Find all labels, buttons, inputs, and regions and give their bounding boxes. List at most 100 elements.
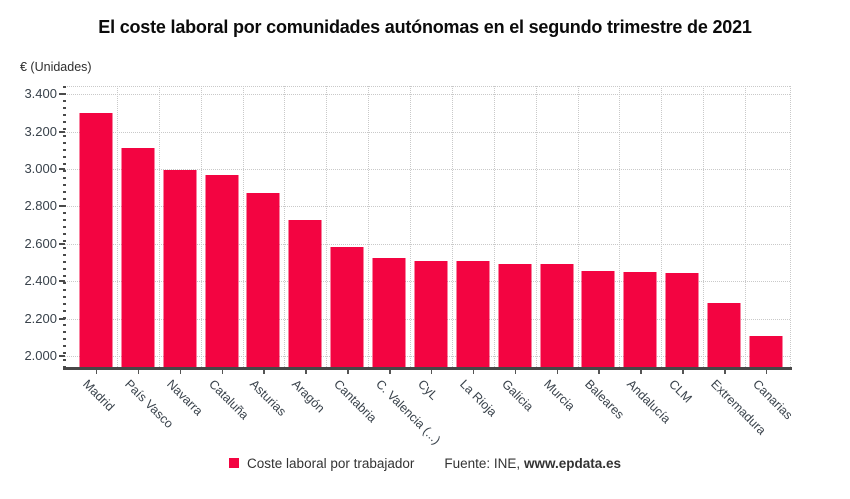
bar-galicia[interactable] [498, 263, 532, 369]
x-axis-label: Asturias [247, 377, 290, 419]
x-tick-mark [263, 370, 265, 374]
x-axis-label: Murcia [540, 377, 578, 414]
x-gridline [493, 86, 495, 369]
x-axis-label: Galicia [498, 377, 536, 414]
y-tick-mark [59, 130, 65, 133]
x-tick-mark [598, 370, 600, 374]
y-tick-mark [59, 354, 65, 357]
bar-slot: Cataluña [201, 86, 251, 422]
plot-area: 2.000 2.200 2.400 2.600 2.800 3.000 3.200 3.400… [24, 86, 795, 447]
bar-cantabria[interactable] [330, 246, 364, 369]
x-gridline [284, 86, 286, 369]
y-gridline [65, 169, 790, 171]
x-axis-label: CLM [666, 377, 695, 406]
bar-asturias[interactable] [246, 193, 280, 369]
x-tick-mark [137, 370, 140, 374]
y-gridline [65, 94, 790, 96]
y-tick-mark [59, 317, 65, 320]
x-tick-mark [179, 370, 182, 374]
x-gridline [116, 86, 118, 369]
x-tick-mark [472, 370, 475, 374]
y-tick-mark [59, 205, 65, 208]
x-gridline [535, 86, 537, 369]
bar-slot: Murcia [536, 86, 578, 413]
x-tick-mark [765, 370, 768, 374]
x-axis-label: Andalucía [624, 377, 674, 427]
bar-c-valencia[interactable] [372, 258, 406, 369]
plot-right-border [790, 86, 791, 369]
bar-slot: Andalucía [619, 86, 674, 426]
x-tick-mark [682, 370, 684, 374]
x-tick-mark [95, 370, 98, 374]
bar-catalu-a[interactable] [205, 175, 239, 369]
chart-title: El coste laboral por comunidades autónom… [98, 17, 752, 37]
bar-baleares[interactable] [581, 270, 615, 369]
x-gridline [577, 86, 579, 369]
source-prefix: Fuente: INE, [444, 455, 524, 471]
x-gridline [410, 86, 412, 369]
bar-slot: Aragón [284, 86, 328, 415]
x-axis-label: CyL [415, 377, 441, 403]
bar-slot: Baleares [578, 86, 627, 422]
y-tick-label: 3.200 [24, 123, 57, 139]
y-tick-label: 2.800 [24, 198, 57, 214]
x-gridline [242, 86, 244, 369]
chart-footer: Coste laboral por trabajador Fuente: INE… [0, 452, 850, 474]
x-gridline [200, 86, 202, 369]
x-tick-mark [347, 370, 349, 374]
y-tick-label: 2.200 [24, 310, 57, 326]
y-gridline [65, 131, 790, 133]
legend-color-marker [229, 458, 240, 468]
y-tick-label: 3.400 [24, 86, 57, 102]
x-gridline [326, 86, 328, 369]
bar-extremadura[interactable] [707, 302, 741, 369]
x-gridline [158, 86, 160, 369]
bar-pa-s-vasco[interactable] [121, 148, 155, 369]
y-axis [63, 86, 66, 369]
bar-canarias[interactable] [749, 335, 783, 369]
x-axis-label: Navarra [163, 377, 206, 419]
x-tick-mark [305, 370, 307, 374]
x-gridline [661, 86, 663, 369]
x-axis-label: Baleares [582, 377, 628, 422]
x-gridline [451, 86, 453, 369]
x-tick-mark [430, 370, 433, 374]
y-tick-mark [59, 93, 65, 96]
x-tick-mark [724, 370, 726, 374]
bar-madrid[interactable] [79, 113, 113, 369]
bar-slot: Madrid [75, 86, 117, 414]
bar-slot: La Rioja [452, 86, 499, 419]
bar-slot: Extremadura [703, 86, 769, 438]
x-gridline [368, 86, 370, 369]
bar-slot: Navarra [159, 86, 205, 418]
x-gridline [703, 86, 705, 369]
y-tick-mark [59, 242, 65, 245]
y-tick-mark [59, 280, 65, 283]
source-note: Fuente: INE, www.epdata.es [444, 456, 621, 471]
bar-slot: CyL [410, 86, 452, 403]
bar-la-rioja[interactable] [456, 261, 490, 369]
bar-slot: C. Valencia (...) [368, 86, 443, 447]
x-axis-label: Aragón [289, 377, 328, 416]
bar-clm[interactable] [665, 272, 699, 369]
bar-cyl[interactable] [414, 260, 448, 369]
source-site: www.epdata.es [523, 455, 621, 471]
x-axis-label: Cantabria [331, 377, 380, 426]
bar-arag-n[interactable] [288, 219, 322, 369]
y-gridline [65, 243, 790, 245]
bar-slot: Canarias [745, 86, 795, 422]
x-gridline [745, 86, 747, 369]
bar-slot: Galicia [494, 86, 536, 414]
bars-row: Madrid País Vasco Navarra Cataluña Asturias A… [75, 86, 795, 447]
x-axis-label: La Rioja [456, 377, 500, 420]
bar-murcia[interactable] [540, 264, 574, 369]
bar-andaluc-a[interactable] [623, 271, 657, 369]
x-gridline [619, 86, 621, 369]
y-gridline [65, 206, 790, 208]
bar-navarra[interactable] [163, 170, 197, 369]
bar-slot: Asturias [243, 86, 289, 419]
y-tick-label: 2.600 [24, 235, 57, 251]
x-tick-mark [389, 370, 391, 374]
legend-item-coste-laboral[interactable]: Coste laboral por trabajador [229, 456, 414, 471]
